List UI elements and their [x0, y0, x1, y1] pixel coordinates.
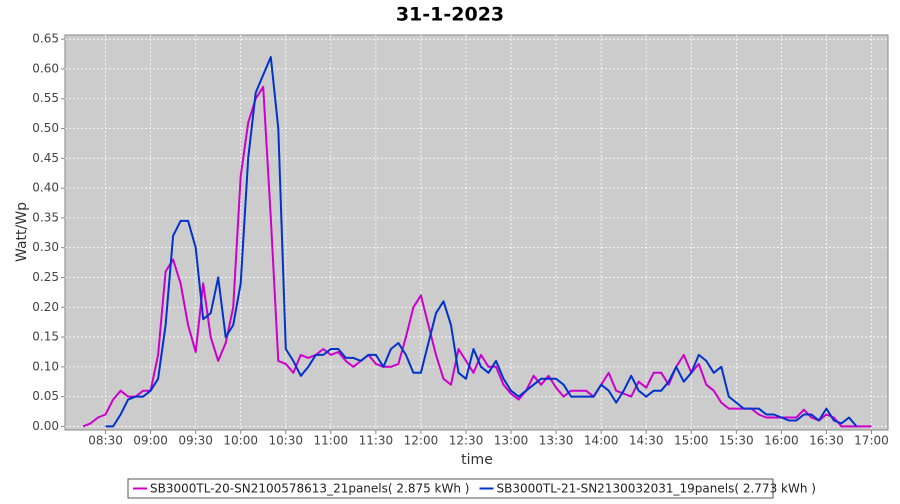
x-tick-label: 10:00 [223, 434, 258, 448]
y-tick-label: 0.60 [32, 61, 59, 75]
y-tick-label: 0.30 [32, 240, 59, 254]
x-tick-label: 16:30 [809, 434, 844, 448]
x-axis-label: time [461, 452, 493, 468]
y-tick-label: 0.50 [32, 121, 59, 135]
y-tick-label: 0.25 [32, 270, 59, 284]
y-tick-label: 0.20 [32, 300, 59, 314]
x-tick-label: 15:00 [674, 434, 709, 448]
x-tick-label: 08:30 [88, 434, 123, 448]
x-tick-label: 13:30 [539, 434, 574, 448]
x-tick-label: 11:30 [359, 434, 394, 448]
x-tick-label: 14:00 [584, 434, 619, 448]
x-tick-label: 14:30 [629, 434, 664, 448]
series-line [82, 85, 872, 428]
chart-title: 31-1-2023 [396, 4, 504, 26]
series-line [105, 56, 858, 428]
y-tick-label: 0.40 [32, 181, 59, 195]
y-tick-label: 0.15 [32, 330, 59, 344]
x-tick-label: 16:00 [764, 434, 799, 448]
x-tick-label: 09:30 [178, 434, 213, 448]
x-tick-label: 15:30 [719, 434, 754, 448]
x-tick-label: 13:00 [494, 434, 529, 448]
y-tick-label: 0.00 [32, 419, 59, 433]
y-tick-label: 0.45 [32, 151, 59, 165]
y-tick-label: 0.05 [32, 389, 59, 403]
x-tick-label: 12:30 [449, 434, 484, 448]
plot-area [64, 34, 889, 431]
x-tick-label: 12:00 [404, 434, 439, 448]
y-tick-label: 0.35 [32, 210, 59, 224]
x-tick-label: 10:30 [268, 434, 303, 448]
y-tick-label: 0.55 [32, 91, 59, 105]
x-tick-label: 17:00 [854, 434, 889, 448]
y-axis-label: Watt/Wp [14, 202, 30, 262]
legend-box [127, 478, 774, 499]
legend-label: SB3000TL-20-SN2100578613_21panels( 2.875… [150, 482, 469, 496]
y-tick-label: 0.10 [32, 359, 59, 373]
x-tick-label: 09:00 [133, 434, 168, 448]
x-tick-label: 11:00 [314, 434, 349, 448]
legend-label: SB3000TL-21-SN2130032031_19panels( 2.773… [496, 482, 815, 496]
y-tick-label: 0.65 [32, 32, 59, 46]
